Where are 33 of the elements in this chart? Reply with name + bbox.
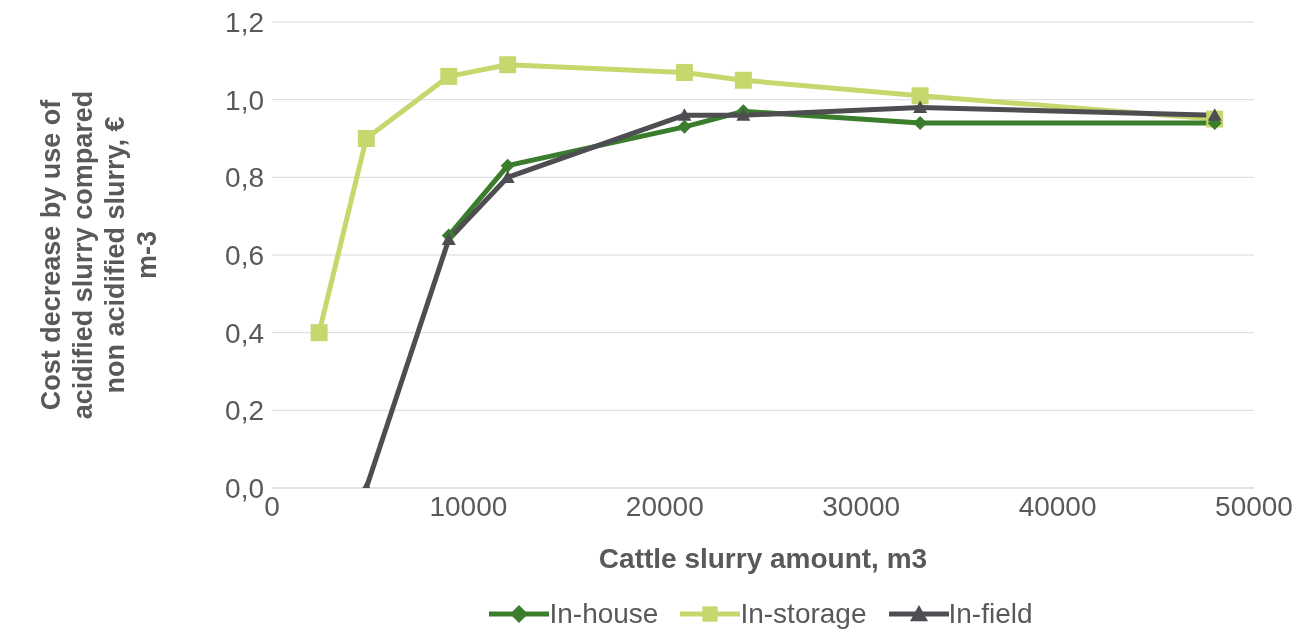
- point: [913, 100, 928, 114]
- y-tick-label: 0,2: [225, 395, 264, 427]
- point: [310, 324, 328, 342]
- y-tick-label: 0,6: [225, 239, 264, 271]
- x-tick-label: 20000: [625, 490, 704, 522]
- point: [499, 56, 517, 74]
- point: [677, 119, 692, 134]
- point: [1207, 108, 1222, 121]
- y-tick-label: 0,4: [225, 317, 264, 349]
- point: [734, 71, 752, 89]
- point: [357, 130, 375, 147]
- y-tick-label: 1,2: [225, 6, 264, 38]
- x-tick-label: 30000: [822, 490, 901, 522]
- point: [911, 87, 929, 105]
- x-tick-label: 40000: [1018, 490, 1097, 522]
- point: [736, 108, 751, 121]
- point: [500, 170, 515, 183]
- x-tick-label: 10000: [429, 490, 508, 522]
- point: [440, 67, 458, 85]
- x-tick-label: 0: [264, 490, 280, 522]
- point: [677, 108, 692, 121]
- point: [500, 158, 515, 173]
- y-tick-label: 1,0: [225, 84, 264, 116]
- y-axis-title: Cost decrease by use of acidified slurry compared non acidified slurry, € m-3: [36, 90, 162, 420]
- y-tick-label: 0,8: [225, 162, 264, 194]
- point: [675, 63, 693, 81]
- legend-label: In-storage: [740, 598, 867, 630]
- legend-label: In-house: [549, 598, 659, 630]
- x-tick-label: 50000: [1215, 490, 1293, 522]
- y-tick-label: 0,0: [225, 472, 264, 504]
- x-axis-title: Cattle slurry amount, m3: [598, 543, 928, 574]
- legend-label: In-field: [948, 598, 1033, 630]
- point: [441, 232, 456, 246]
